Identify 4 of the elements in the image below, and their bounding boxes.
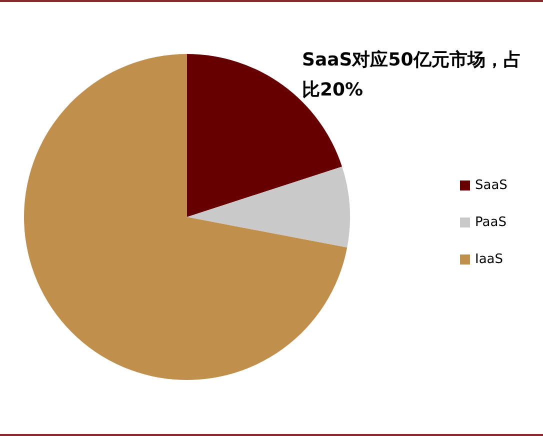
text: SaaS对应50亿元市场，占比20% — [302, 50, 522, 100]
legend-label: PaaS — [475, 215, 506, 230]
legend-label: SaaS — [475, 178, 508, 193]
legend-label: IaaS — [475, 252, 504, 267]
